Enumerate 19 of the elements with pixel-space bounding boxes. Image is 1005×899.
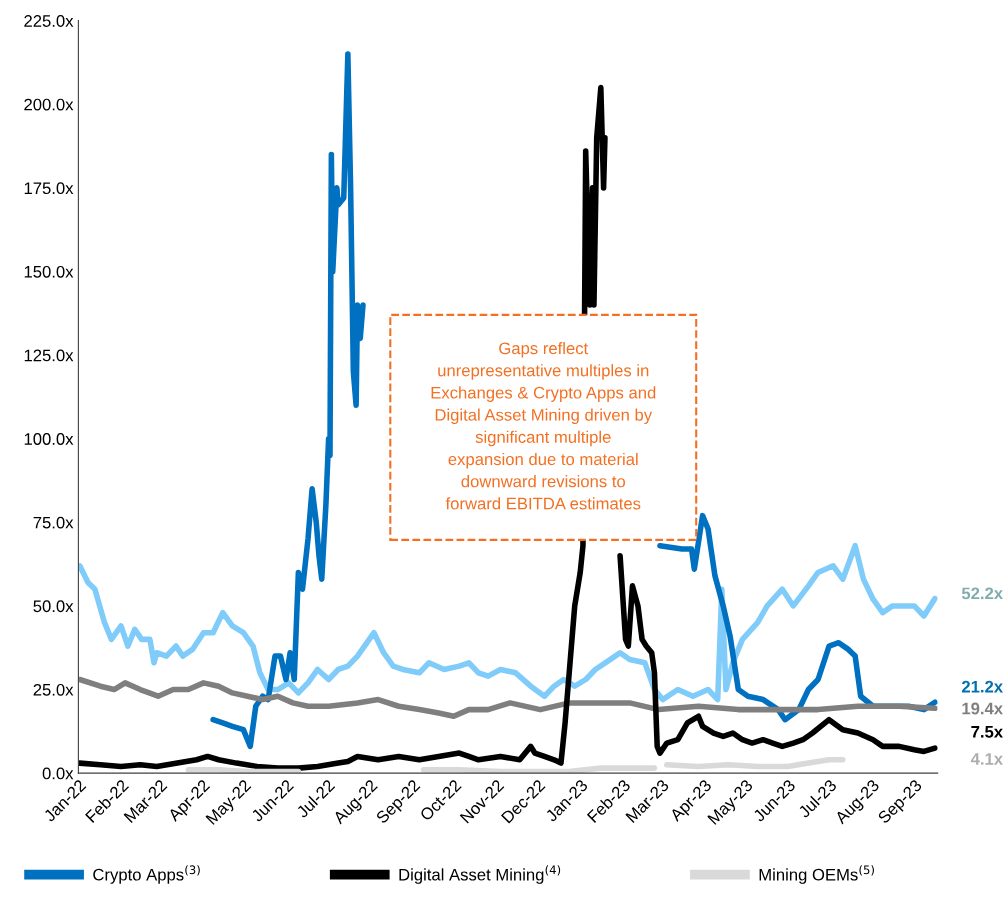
- legend-label: Mining OEMs$^{(5)}$: [759, 865, 874, 884]
- y-tick-label: 100.0x: [24, 433, 74, 445]
- text: 4.1x: [970, 753, 1003, 765]
- y-tick-label: 150.0x: [24, 265, 74, 278]
- y-tick-label: 175.0x: [24, 182, 74, 195]
- annotation: Gaps reflect unrepresentative multiples in Exchanges & Crypto Apps and Digital Asset Mining driven by significant multiple expansion due to material downward revisions to forward EBITDA estimates: [431, 341, 656, 510]
- legend-label: Digital Asset Mining$^{(4)}$: [399, 865, 561, 884]
- y-tick-label: 25.0x: [33, 683, 74, 696]
- legend-label: Crypto Apps$^{(3)}$: [93, 865, 200, 884]
- text: 19.4x: [962, 702, 1003, 715]
- y-tick-label: 200.0x: [24, 98, 74, 111]
- y-tick-label: 0.0x: [42, 767, 74, 780]
- text: 7.5x: [971, 726, 1003, 738]
- y-tick-label: 125.0x: [24, 349, 74, 362]
- text: 21.2x: [961, 680, 1003, 693]
- y-tick-label: 50.0x: [33, 600, 74, 613]
- y-tick-label: 75.0x: [33, 516, 74, 529]
- text: 52.2x: [961, 587, 1003, 600]
- y-tick-label: 225.0x: [24, 15, 74, 27]
